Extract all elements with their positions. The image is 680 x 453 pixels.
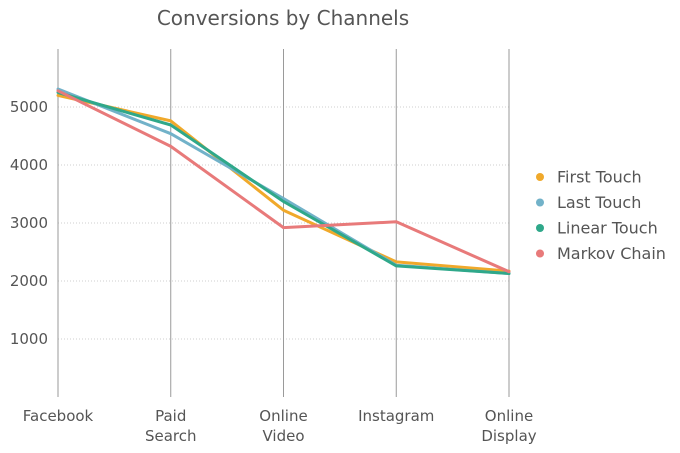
legend-item-linear-touch: Linear Touch — [536, 219, 658, 238]
x-tick-label-line: Instagram — [358, 407, 434, 425]
series-layer — [56, 87, 511, 275]
chart-title: Conversions by Channels — [157, 6, 409, 30]
x-tick-label-online-display: Online Display — [481, 407, 536, 445]
x-tick-label-line: Search — [145, 427, 197, 445]
y-tick-label-3000: 3000 — [10, 214, 48, 232]
y-tick-label-2000: 2000 — [10, 272, 48, 290]
axes-layer: 1000 2000 3000 4000 5000 Facebook Paid Search On… — [10, 49, 537, 445]
legend-label-first-touch: First Touch — [557, 168, 642, 187]
x-tick-label-line: Paid — [155, 407, 186, 425]
y-tick-label-4000: 4000 — [10, 156, 48, 174]
legend: First Touch Last Touch Linear Touch Markov … — [536, 168, 666, 263]
legend-marker-first-touch — [536, 173, 544, 181]
legend-marker-markov-chain — [536, 249, 544, 258]
x-tick-label-online-video: Online Video — [259, 407, 307, 445]
x-tick-label-paid-search: Paid Search — [145, 407, 197, 445]
legend-item-first-touch: First Touch — [536, 168, 642, 187]
y-tick-label-5000: 5000 — [10, 98, 48, 116]
x-tick-label-instagram: Instagram — [358, 407, 434, 425]
x-tick-label-line: Online — [259, 407, 307, 425]
legend-marker-last-touch — [536, 198, 544, 207]
y-tick-label-1000: 1000 — [10, 330, 48, 348]
x-tick-label-line: Video — [262, 427, 304, 445]
x-tick-label-line: Facebook — [23, 407, 94, 425]
legend-item-last-touch: Last Touch — [536, 193, 641, 212]
series-line-first-touch — [56, 93, 511, 273]
x-tick-label-facebook: Facebook — [23, 407, 94, 425]
x-tick-label-line: Online — [485, 407, 533, 425]
series-line-markov-chain — [56, 89, 511, 274]
series-line-linear-touch — [56, 91, 511, 275]
legend-marker-linear-touch — [536, 224, 544, 232]
x-tick-label-line: Display — [481, 427, 536, 445]
legend-label-linear-touch: Linear Touch — [557, 219, 658, 238]
legend-label-markov-chain: Markov Chain — [557, 244, 666, 263]
legend-item-markov-chain: Markov Chain — [536, 244, 666, 263]
legend-label-last-touch: Last Touch — [557, 193, 641, 212]
